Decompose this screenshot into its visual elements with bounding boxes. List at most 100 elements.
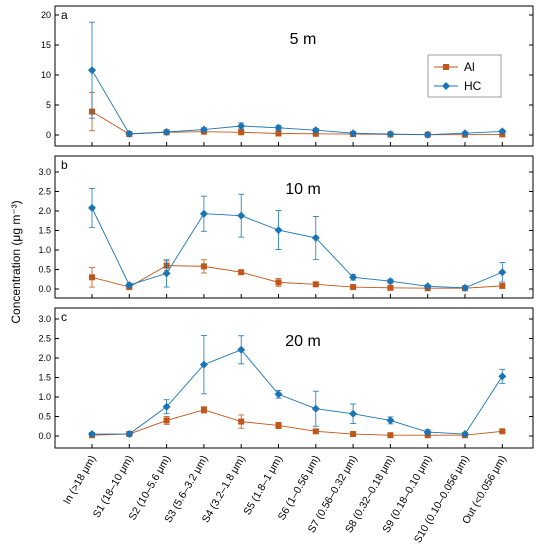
panel-letter: b (61, 158, 68, 172)
panel-frame (54, 155, 534, 299)
panel-b: 0.0 0.5 1.0 1.5 2.0 2.5 3.0 b 10 m (38, 155, 534, 299)
data-point (423, 282, 432, 291)
y-tick-label: 20 (41, 10, 51, 20)
y-tick-label: 0.0 (38, 431, 51, 441)
data-point (312, 281, 319, 288)
series-al (89, 92, 506, 138)
data-point (274, 390, 283, 399)
data-point (125, 281, 134, 290)
data-point (88, 66, 96, 75)
series-hc (88, 334, 507, 439)
data-point (498, 372, 507, 381)
panel-frame (54, 5, 534, 147)
data-point (163, 417, 170, 424)
data-point (349, 409, 358, 418)
y-tick-label: 1.0 (38, 392, 51, 402)
y-tick-label: 10 (41, 70, 51, 80)
x-axis-tick-labels: In (>18 μm)S1 (18–10 μm)S2 (10–5.6 μm)S3… (61, 454, 509, 546)
x-tick-label: In (>18 μm) (61, 454, 98, 507)
legend-marker-al (443, 64, 449, 70)
y-tick-label: 1.5 (38, 226, 51, 236)
data-point (461, 430, 469, 439)
data-point (312, 428, 319, 435)
data-point (237, 345, 246, 354)
data-point (499, 428, 506, 435)
data-point (499, 282, 506, 289)
data-point (162, 269, 171, 278)
data-point (387, 432, 394, 439)
data-point (349, 129, 358, 138)
data-point (238, 269, 245, 276)
data-point (387, 284, 394, 291)
data-point (311, 126, 320, 135)
data-point (275, 422, 282, 429)
series-line (91, 69, 503, 136)
panel-a: 0 5 10 15 20 a 5 m (41, 5, 534, 147)
data-point (423, 428, 432, 437)
data-point (88, 203, 96, 212)
series-line (91, 111, 503, 136)
panel-title: 10 m (285, 181, 321, 198)
y-tick-label: 3.0 (38, 167, 51, 177)
data-point (386, 416, 395, 425)
legend-label-hc: HC (464, 79, 482, 93)
data-point (311, 404, 320, 413)
data-point (461, 283, 469, 292)
y-tick-label: 0.5 (38, 265, 51, 275)
data-point (386, 130, 395, 139)
y-tick-label: 15 (41, 40, 51, 50)
data-point (275, 279, 282, 286)
data-point (162, 128, 171, 136)
x-tick-label: S5 (1.8–1 μm) (241, 454, 285, 518)
legend-box (427, 54, 502, 98)
data-point (125, 129, 134, 138)
y-tick-label: 1.5 (38, 373, 51, 383)
data-point (275, 130, 282, 137)
panel-letter: a (61, 8, 68, 22)
x-tick-label: S1 (18–10 μm) (91, 454, 136, 520)
data-point (199, 125, 208, 134)
data-point (274, 226, 283, 235)
series-line (92, 349, 503, 435)
panel-c: 0.0 0.5 1.0 1.5 2.0 2.5 3.0 c 20 m (38, 307, 534, 449)
data-point (311, 233, 320, 242)
y-axis-label: Concentration (μg m⁻³) (9, 200, 23, 323)
data-point (349, 273, 358, 282)
y-tick-label: 2.0 (38, 353, 51, 363)
y-tick-label: 3.0 (38, 314, 51, 324)
y-tick-label: 0.0 (38, 284, 51, 294)
legend: Al HC (427, 54, 502, 98)
data-point (498, 268, 507, 277)
y-tick-label: 1.0 (38, 245, 51, 255)
panel-title: 20 m (285, 333, 321, 350)
series-line (91, 207, 503, 289)
data-point (200, 263, 207, 270)
data-point (498, 127, 507, 136)
y-tick-label: 2.0 (38, 206, 51, 216)
data-point (162, 402, 171, 411)
series-hc (88, 187, 507, 292)
data-point (386, 277, 395, 286)
series-al (89, 406, 506, 439)
y-tick-label: 2.5 (38, 187, 51, 197)
data-point (274, 123, 283, 132)
legend-label-al: Al (464, 60, 475, 74)
panel-title: 5 m (290, 31, 317, 48)
data-point (350, 284, 357, 291)
series-hc (88, 21, 507, 139)
panel-frame (54, 307, 534, 449)
series-line (91, 265, 503, 289)
data-point (350, 431, 357, 438)
panel-letter: c (61, 310, 67, 324)
y-tick-label: 0 (46, 130, 51, 140)
data-point (238, 129, 245, 136)
data-point (199, 360, 208, 369)
data-point (199, 209, 208, 218)
y-tick-label: 0.5 (38, 412, 51, 422)
data-point (238, 418, 245, 425)
data-point (237, 211, 246, 220)
legend-marker-hc (442, 82, 450, 90)
y-tick-label: 5 (46, 100, 51, 110)
data-point (461, 129, 469, 138)
